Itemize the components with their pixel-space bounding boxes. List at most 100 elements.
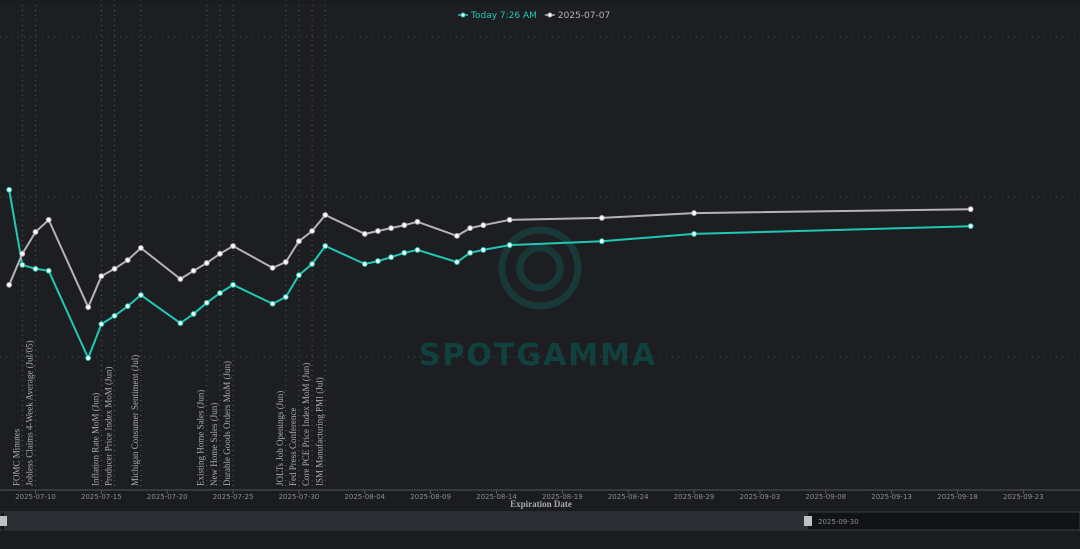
data-point — [598, 215, 605, 221]
legend-marker — [547, 12, 553, 18]
data-point — [177, 320, 184, 327]
event-label: JOLTs Job Openings (Jun) — [275, 391, 285, 486]
data-point — [32, 229, 39, 235]
x-tick-label: 2025-08-09 — [410, 493, 451, 501]
data-point — [401, 222, 408, 229]
x-tick-label: 2025-07-20 — [147, 493, 188, 501]
x-tick-label: 2025-09-18 — [937, 493, 978, 501]
x-tick-label: 2025-09-13 — [871, 493, 912, 501]
x-tick-label: 2025-07-10 — [15, 493, 56, 501]
x-tick-label: 2025-08-29 — [674, 493, 715, 501]
data-point — [19, 250, 26, 257]
data-point — [137, 245, 144, 251]
data-point — [309, 261, 315, 267]
data-point — [282, 294, 289, 300]
data-point — [269, 264, 276, 271]
data-point — [296, 272, 302, 279]
data-point — [401, 249, 408, 256]
data-point — [375, 228, 381, 234]
data-point — [124, 257, 131, 264]
x-tick-label: 2025-08-14 — [476, 493, 517, 501]
data-point — [45, 216, 52, 223]
data-point — [98, 273, 105, 280]
x-tick-label: 2025-09-23 — [1003, 493, 1044, 501]
range-end-label: 2025-09-30 — [818, 518, 859, 526]
legend-label: Today 7:26 AM — [470, 11, 537, 21]
event-label: New Home Sales (Jun) — [209, 403, 219, 486]
data-point — [361, 261, 368, 267]
x-tick-label: 2025-07-25 — [213, 493, 254, 501]
data-point — [967, 223, 974, 230]
legend-marker — [460, 12, 466, 18]
data-point — [6, 281, 13, 288]
event-label: Core PCE Price Index MoM (Jun) — [301, 363, 311, 486]
x-tick-label: 2025-07-15 — [81, 493, 122, 501]
data-point — [137, 292, 144, 298]
data-point — [480, 222, 487, 229]
data-point — [6, 186, 13, 193]
data-point — [467, 249, 474, 256]
data-point — [309, 228, 315, 234]
data-point — [85, 304, 92, 311]
event-label: ISM Manufacturing PMI (Jul) — [314, 377, 324, 486]
data-point — [388, 225, 395, 232]
x-axis-title: Expiration Date — [510, 499, 572, 509]
data-point — [282, 259, 289, 265]
data-point — [506, 216, 513, 223]
data-point — [190, 311, 197, 317]
data-point — [177, 276, 184, 282]
legend-label: 2025-07-07 — [558, 11, 610, 21]
range-handle[interactable] — [804, 516, 812, 526]
data-point — [45, 267, 52, 274]
event-label: Existing Home Sales (Jun) — [196, 390, 206, 486]
range-selection[interactable] — [4, 512, 808, 530]
x-tick-label: 2025-09-08 — [805, 493, 846, 501]
event-label: Producer Price Index MoM (Jun) — [104, 367, 114, 486]
watermark-logo — [498, 226, 582, 310]
data-point — [414, 218, 421, 225]
event-label: Fed Press Conference — [288, 408, 298, 486]
data-point — [19, 262, 26, 268]
data-point — [85, 355, 92, 361]
data-point — [388, 254, 395, 261]
x-tick-label: 2025-09-03 — [740, 493, 781, 501]
event-label: Durable Goods Orders MoM (Jun) — [222, 361, 232, 486]
data-point — [269, 300, 276, 307]
data-point — [296, 238, 302, 245]
data-point — [361, 231, 368, 237]
data-point — [322, 212, 329, 218]
range-handle[interactable] — [0, 516, 7, 526]
x-tick-label: 2025-07-30 — [279, 493, 320, 501]
data-point — [375, 258, 381, 264]
x-tick-label: 2025-08-04 — [344, 493, 385, 501]
x-tick-label: 2025-08-24 — [608, 493, 649, 501]
event-label: Inflation Rate MoM (Jun) — [90, 393, 100, 486]
data-point — [203, 299, 210, 306]
data-point — [454, 232, 460, 239]
data-point — [32, 265, 39, 272]
data-point — [190, 267, 197, 274]
data-point — [480, 247, 487, 253]
range-slider[interactable]: 2025-09-30 — [0, 511, 1080, 531]
data-point — [230, 243, 236, 249]
data-point — [691, 210, 697, 216]
data-point — [203, 260, 210, 266]
data-point — [467, 225, 474, 232]
data-point — [454, 259, 460, 265]
data-point — [124, 303, 131, 310]
data-point — [967, 206, 974, 213]
data-point — [691, 231, 697, 237]
data-point — [506, 242, 513, 248]
data-point — [111, 265, 118, 272]
data-point — [217, 290, 223, 296]
data-point — [598, 238, 605, 245]
data-point — [217, 250, 223, 257]
event-label: Michigan Consumer Sentiment (Jul) — [130, 355, 140, 486]
x-tick-label: 2025-08-19 — [542, 493, 583, 501]
watermark: SPOTGAMMA — [419, 338, 657, 373]
data-point — [322, 243, 329, 249]
data-point — [111, 312, 118, 319]
data-point — [98, 321, 105, 328]
plot-area — [0, 4, 1080, 490]
